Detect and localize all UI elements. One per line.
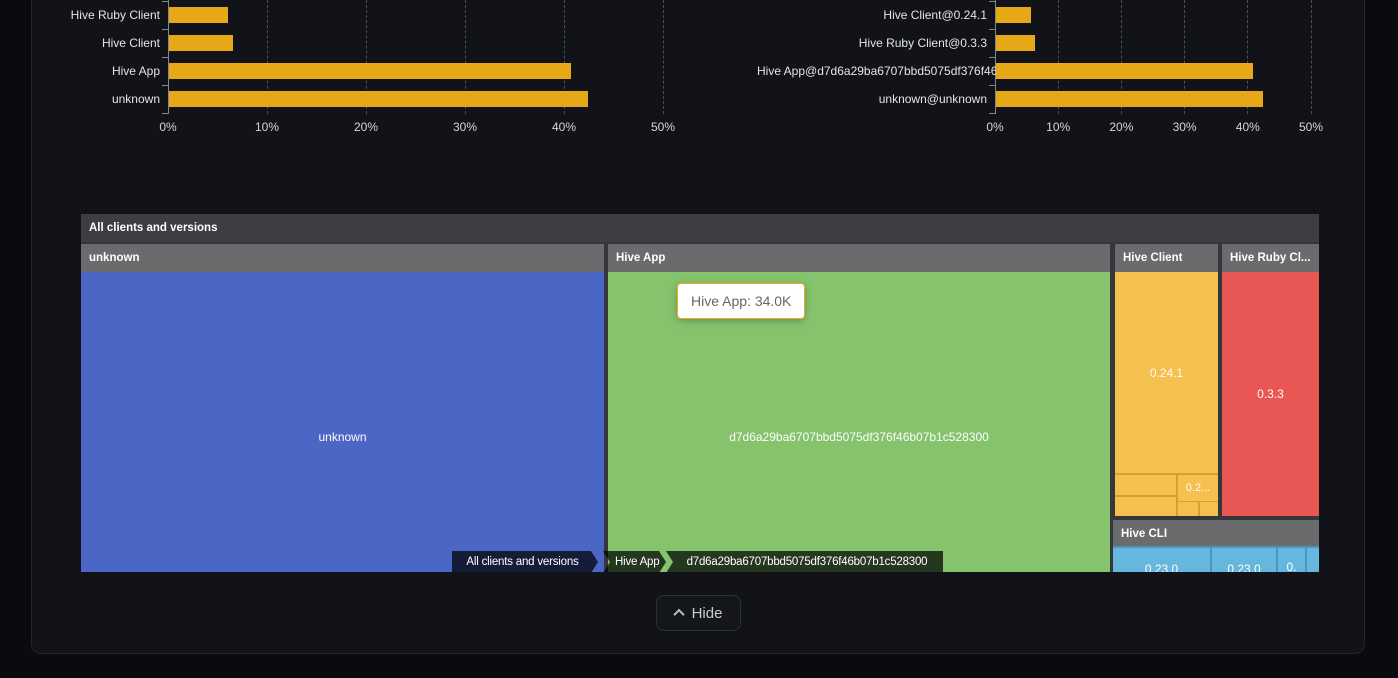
x-tick-label: 40% — [1235, 120, 1260, 134]
treemap-node-hive-client-minor[interactable] — [1115, 497, 1176, 516]
treemap-node-unknown[interactable]: unknown — [81, 272, 604, 572]
treemap-node-hive-cli-1[interactable]: 0.23.0 — [1212, 548, 1276, 572]
gridline — [1120, 0, 1122, 114]
treemap-tooltip: Hive App: 34.0K — [677, 283, 806, 319]
treemap-node-hive-cli-2[interactable]: 0. — [1278, 548, 1305, 572]
category-label: unknown — [111, 92, 160, 106]
treemap-section-header-hive-cli[interactable]: Hive CLI — [1113, 520, 1319, 546]
gridline — [563, 0, 565, 114]
gridline — [266, 0, 268, 114]
axis-tick — [989, 29, 995, 30]
treemap-section-header-unknown[interactable]: unknown — [81, 244, 604, 272]
axis-tick — [162, 85, 168, 86]
axis-tick — [162, 57, 168, 58]
gridline — [1057, 0, 1059, 114]
treemap-section-header-hive-client[interactable]: Hive Client — [1115, 244, 1218, 272]
bar[interactable] — [169, 7, 228, 23]
treemap-section-header-hive-ruby-client[interactable]: Hive Ruby Cl... — [1222, 244, 1319, 272]
axis-tick — [162, 1, 168, 2]
category-label: Hive Client@0.24.1 — [883, 8, 987, 22]
treemap-node-hive-client-minor[interactable] — [1115, 475, 1176, 495]
breadcrumb-item-root[interactable]: All clients and versions — [452, 551, 598, 572]
treemap-node-hive-cli-3[interactable] — [1307, 548, 1319, 572]
category-label: Hive Ruby Client — [70, 8, 160, 22]
x-tick-label: 50% — [650, 120, 676, 134]
gridline — [1310, 0, 1312, 114]
treemap-node-hive-client-minor[interactable] — [1178, 502, 1198, 516]
bar[interactable] — [169, 63, 571, 79]
clients-treemap: All clients and versions unknown unknown… — [81, 214, 1319, 572]
breadcrumb-item-hive-app[interactable]: Hive App — [603, 551, 666, 572]
category-label: Hive Ruby Client@0.3.3 — [858, 36, 987, 50]
treemap-node-hive-app-hash[interactable]: d7d6a29ba6707bbd5075df376f46b07b1c528300 — [608, 272, 1110, 572]
hide-button[interactable]: Hide — [656, 595, 741, 631]
category-label: Hive App@d7d6a29ba6707bbd5075df376f46b07… — [757, 64, 1025, 78]
gridline — [1247, 0, 1249, 114]
treemap-node-hive-client-02x[interactable]: 0.2... — [1178, 475, 1218, 501]
x-tick-label: 30% — [1172, 120, 1197, 134]
tooltip-text: Hive App: 34.0K — [691, 293, 792, 309]
x-tick-label: 50% — [1298, 120, 1324, 134]
gridline — [662, 0, 664, 114]
x-tick-label: 20% — [353, 120, 379, 134]
bar[interactable] — [996, 91, 1263, 107]
bar-charts-layer: 0% 10% 20% 30% 40% 50% Hive Ruby Client Hive Cl… — [0, 0, 1398, 150]
category-label: Hive App — [111, 64, 160, 78]
treemap-node-hive-ruby-033[interactable]: 0.3.3 — [1222, 272, 1319, 516]
y-axis-line — [994, 0, 996, 114]
bar[interactable] — [169, 91, 588, 107]
chevron-up-icon — [672, 608, 685, 621]
treemap-node-hive-client-0241[interactable]: 0.24.1 — [1115, 272, 1218, 473]
bar[interactable] — [996, 63, 1253, 79]
axis-tick — [989, 85, 995, 86]
treemap-node-hive-client-minor[interactable] — [1200, 502, 1218, 516]
axis-tick — [989, 1, 995, 2]
treemap-root-header[interactable]: All clients and versions — [81, 214, 1319, 242]
x-tick-label: 0% — [986, 120, 1004, 134]
hide-button-label: Hide — [691, 604, 723, 622]
x-tick-label: 10% — [1046, 120, 1071, 134]
x-tick-label: 0% — [159, 120, 177, 134]
treemap-node-hive-cli-0[interactable]: 0.23.0 — [1113, 548, 1210, 572]
x-tick-label: 40% — [551, 120, 577, 134]
x-tick-label: 10% — [254, 120, 280, 134]
bar[interactable] — [996, 7, 1031, 23]
bar[interactable] — [169, 35, 233, 51]
gridline — [464, 0, 466, 114]
gridline — [1184, 0, 1186, 114]
category-label: Hive Client — [101, 36, 160, 50]
category-label: unknown@unknown — [878, 92, 987, 106]
x-tick-label: 30% — [452, 120, 478, 134]
y-axis-line — [167, 0, 169, 114]
bar[interactable] — [996, 35, 1035, 51]
axis-tick — [989, 113, 995, 114]
axis-tick — [162, 113, 168, 114]
treemap-section-header-hive-app[interactable]: Hive App — [608, 244, 1110, 272]
x-tick-label: 20% — [1109, 120, 1134, 134]
axis-tick — [989, 57, 995, 58]
breadcrumb-item-hash[interactable]: d7d6a29ba6707bbd5075df376f46b07b1c528300 — [666, 551, 943, 572]
axis-tick — [162, 29, 168, 30]
gridline — [365, 0, 367, 114]
